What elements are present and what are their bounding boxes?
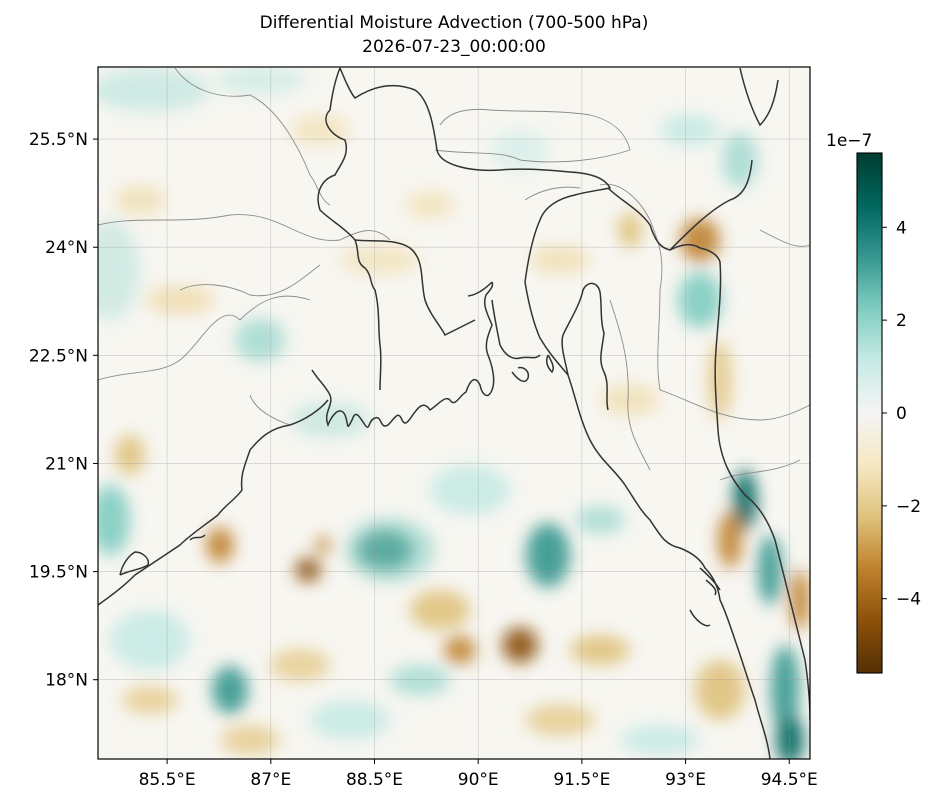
y-tick-label: 19.5°N [29, 563, 88, 583]
x-tick-label: 90°E [458, 770, 499, 790]
state-boundaries [98, 67, 810, 481]
y-tick-label: 22.5°N [29, 346, 88, 366]
map-timestamp: 2026-07-23_00:00:00 [362, 37, 546, 57]
colorbar-tick-label: 2 [896, 311, 907, 331]
x-tick-label: 85.5°E [139, 770, 196, 790]
map-title: Differential Moisture Advection (700-500… [259, 13, 649, 33]
country-boundaries [98, 67, 810, 759]
x-tick-label: 87°E [250, 770, 291, 790]
latitude-ticks: 25.5°N 24°N 22.5°N 21°N 19.5°N 18°N [29, 130, 98, 691]
colorbar: 1e−7 4 2 0 −2 −4 [826, 131, 921, 674]
x-tick-label: 88.5°E [346, 770, 403, 790]
colorbar-ticks: 4 2 0 −2 −4 [882, 218, 921, 610]
y-tick-label: 18°N [45, 671, 88, 691]
y-tick-label: 25.5°N [29, 130, 88, 150]
longitude-ticks: 85.5°E 87°E 88.5°E 90°E 91.5°E 93°E 94.5°E [139, 759, 818, 790]
colorbar-tick-label: −2 [896, 497, 921, 517]
x-tick-label: 94.5°E [761, 770, 818, 790]
colorbar-gradient [857, 153, 882, 673]
colorbar-tick-label: 4 [896, 218, 907, 238]
x-tick-label: 93°E [665, 770, 706, 790]
y-tick-label: 24°N [45, 238, 88, 258]
y-tick-label: 21°N [45, 454, 88, 474]
colorbar-tick-label: −4 [896, 590, 921, 610]
gridlines [98, 67, 810, 759]
advection-field [98, 67, 810, 759]
map-frame [97, 66, 811, 760]
colorbar-tick-label: 0 [896, 404, 907, 424]
colorbar-multiplier: 1e−7 [826, 131, 872, 151]
x-tick-label: 91.5°E [553, 770, 610, 790]
